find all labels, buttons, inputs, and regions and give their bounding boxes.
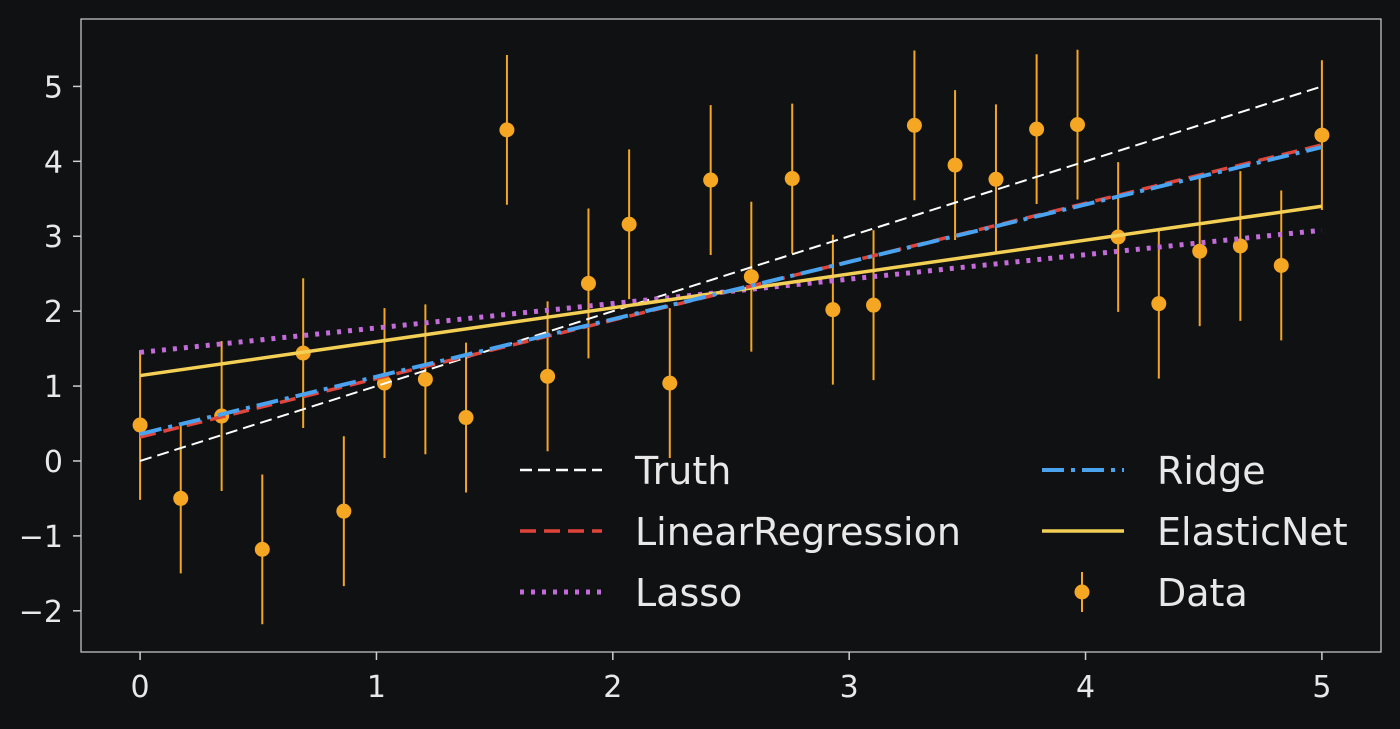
data-point <box>1273 257 1289 273</box>
data-point <box>947 157 963 173</box>
data-point <box>1314 127 1330 143</box>
data-point <box>1151 296 1167 312</box>
legend-label-data: Data <box>1157 571 1248 615</box>
data-point <box>1232 238 1248 254</box>
y-tick-label: −1 <box>19 520 63 555</box>
x-tick-label: 1 <box>367 670 386 705</box>
legend-label-ridge: Ridge <box>1157 449 1266 493</box>
x-tick-label: 5 <box>1312 670 1331 705</box>
legend-label-elasticnet: ElasticNet <box>1157 510 1348 554</box>
x-tick-label: 4 <box>1076 670 1095 705</box>
data-point <box>1029 121 1045 137</box>
data-point <box>132 417 148 433</box>
x-tick-label: 0 <box>131 670 150 705</box>
data-point <box>621 216 637 232</box>
y-tick-label: 0 <box>44 445 63 480</box>
data-point <box>336 503 352 519</box>
legend-label-linearregression: LinearRegression <box>635 510 961 554</box>
y-tick-label: 2 <box>44 295 63 330</box>
data-point <box>784 171 800 187</box>
data-point <box>1070 117 1086 133</box>
data-point <box>825 302 841 318</box>
y-tick-label: 5 <box>44 70 63 105</box>
legend: Truth LinearRegression Lasso Ridge ElasticNe… <box>520 449 1348 615</box>
data-point <box>173 490 189 506</box>
y-tick-label: 4 <box>44 145 63 180</box>
data-point <box>703 172 719 188</box>
data-point <box>662 375 678 391</box>
y-tick-label: 3 <box>44 220 63 255</box>
data-point <box>499 122 515 138</box>
data-point <box>988 171 1004 187</box>
data-point <box>866 297 882 313</box>
data-point <box>580 275 596 291</box>
data-point <box>743 269 759 285</box>
data-point <box>1192 243 1208 259</box>
legend-label-truth: Truth <box>634 449 731 493</box>
series-line-truth <box>139 85 1323 462</box>
plot-frame <box>80 18 1382 653</box>
data-point <box>906 117 922 133</box>
x-tick-label: 3 <box>840 670 859 705</box>
data-point <box>254 541 270 557</box>
x-tick-label: 2 <box>603 670 622 705</box>
data-point <box>540 368 556 384</box>
y-tick-label: 1 <box>44 370 63 405</box>
legend-label-lasso: Lasso <box>635 571 742 615</box>
series-line-ridge <box>139 145 1323 436</box>
y-tick-label: −2 <box>19 595 63 630</box>
legend-swatch-point <box>1074 584 1090 600</box>
data-point <box>417 371 433 387</box>
data-point <box>458 410 474 426</box>
